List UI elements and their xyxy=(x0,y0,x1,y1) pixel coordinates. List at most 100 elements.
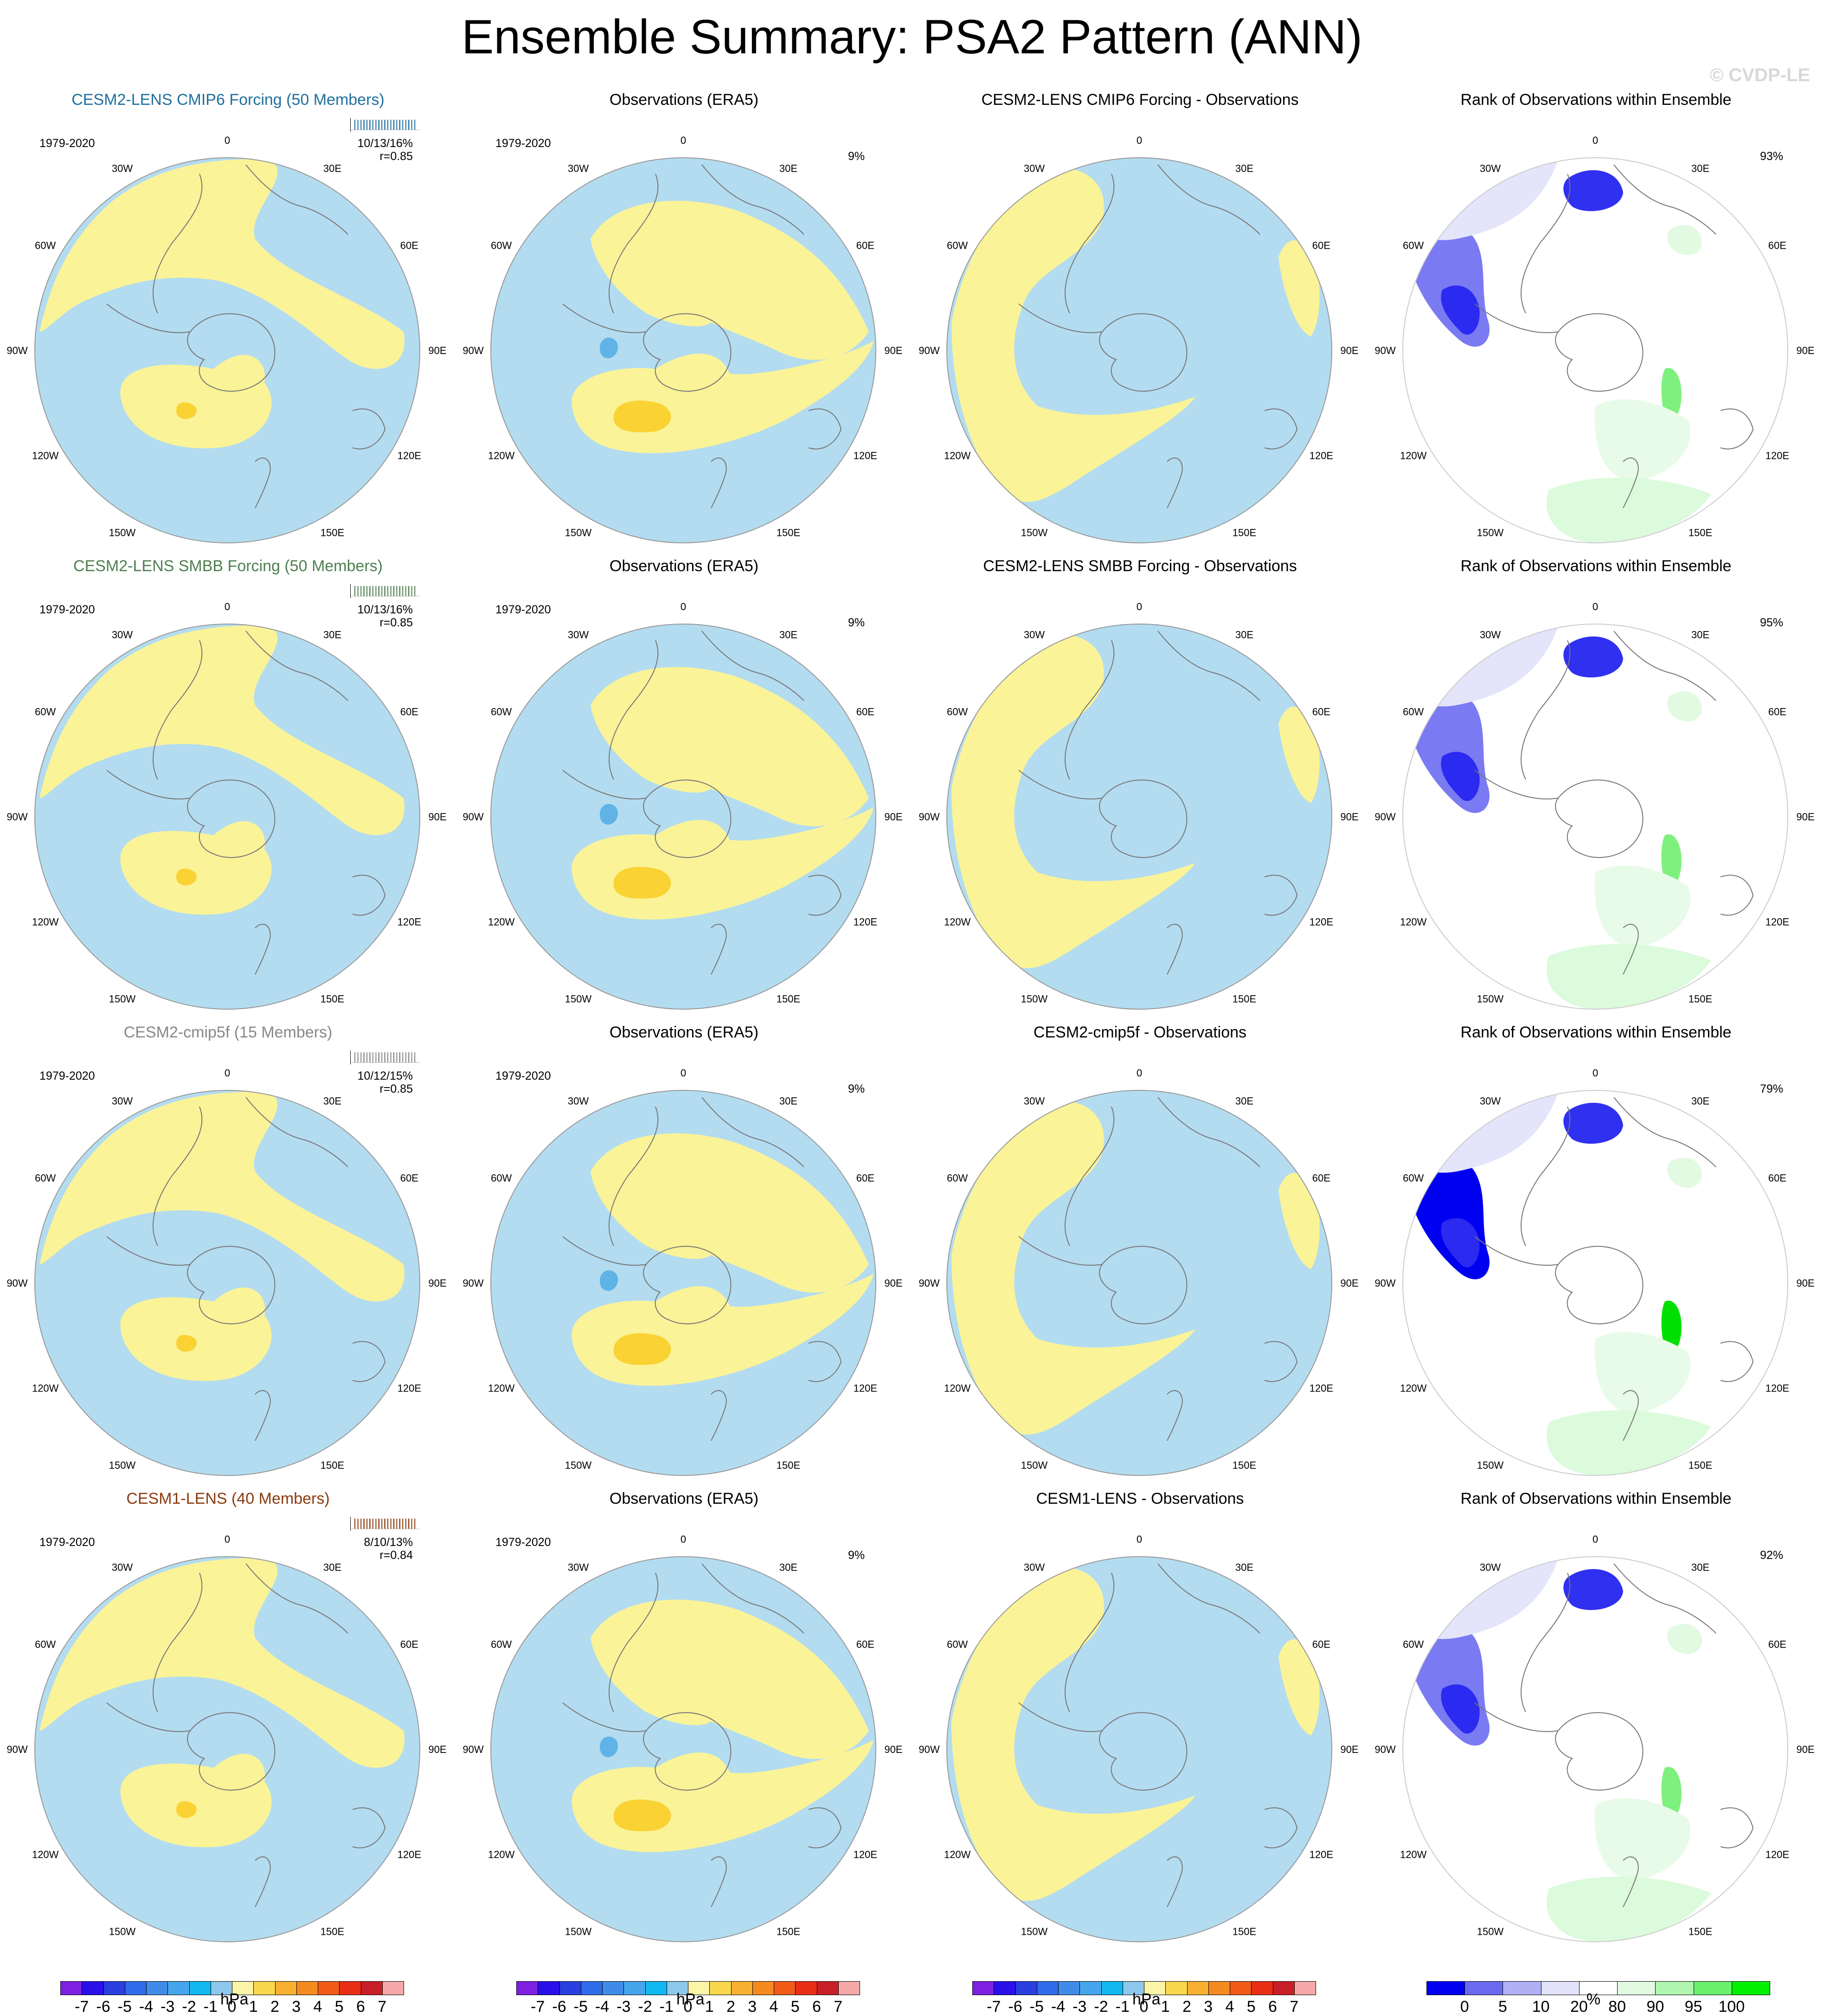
strong-negative-region xyxy=(600,804,618,825)
longitude-label: 120E xyxy=(854,1383,877,1394)
longitude-label: 90E xyxy=(884,1744,902,1755)
colorbar-swatch xyxy=(1426,1981,1465,1995)
coastline xyxy=(1521,1106,1571,1246)
map-boundary xyxy=(1402,1556,1788,1942)
panel-diff: CESM1-LENS - Observations 0 30E 60E 90E 120E 1… xyxy=(912,1489,1368,1956)
longitude-label: 150E xyxy=(1689,993,1712,1005)
coastline xyxy=(609,1106,659,1246)
coastline xyxy=(1613,631,1716,701)
rank-low-region xyxy=(1441,285,1480,335)
polar-map: 0 30E 60E 90E 120E 150E 180 150W 120W 90W 60W 30W xyxy=(918,135,1358,557)
longitude-label: 120W xyxy=(488,450,515,462)
rank-high-region xyxy=(1661,368,1682,420)
longitude-label: 30W xyxy=(1480,629,1501,641)
coastline xyxy=(1264,1807,1298,1849)
longitude-label: 90E xyxy=(1796,1277,1814,1289)
longitude-label: 60E xyxy=(856,1639,874,1650)
longitude-label: 150E xyxy=(321,993,344,1005)
longitude-label: 90E xyxy=(1796,345,1814,356)
panel-diff: CESM2-LENS SMBB Forcing - Observations 0 3… xyxy=(912,557,1368,1023)
coastline xyxy=(352,875,386,916)
longitude-label: 150W xyxy=(1021,993,1048,1005)
longitude-label: 30W xyxy=(1024,163,1045,174)
colorbar-swatch xyxy=(60,1981,83,1995)
stats-correlation: r=0.85 xyxy=(379,150,413,163)
longitude-label: 60E xyxy=(1768,706,1786,718)
coastline xyxy=(106,1236,191,1266)
coastline xyxy=(1167,1390,1183,1441)
longitude-label: 90E xyxy=(428,1744,446,1755)
ensemble-stats: 10/12/15% r=0.85 xyxy=(325,1069,413,1095)
colorbar-swatch xyxy=(318,1981,340,1995)
variance-percent: 9% xyxy=(848,1549,865,1562)
map-boundary xyxy=(946,1090,1332,1476)
longitude-label: 120W xyxy=(32,1849,59,1861)
longitude-label: 60E xyxy=(400,1639,418,1650)
coastline xyxy=(1065,1106,1115,1246)
period-label: 1979-2020 xyxy=(495,603,551,616)
longitude-label: 60W xyxy=(1403,1639,1424,1650)
positive-region xyxy=(120,1753,272,1848)
longitude-label: 30E xyxy=(323,629,341,641)
period-label: 1979-2020 xyxy=(39,603,95,616)
variance-percent: 92% xyxy=(1760,1549,1784,1562)
coastline xyxy=(643,1246,732,1325)
rank-high-region xyxy=(1661,1767,1682,1819)
coastline xyxy=(1623,457,1639,509)
coastline xyxy=(1474,770,1559,799)
coastline xyxy=(711,1390,727,1441)
colorbar-swatch xyxy=(1464,1981,1503,1995)
coastline xyxy=(609,174,659,314)
map-boundary xyxy=(490,157,876,543)
polar-map: 0 30E 60E 90E 120E 150E 180 150W 120W 90W 60W 30W xyxy=(1374,1533,1814,1956)
colorbar-swatch xyxy=(774,1981,796,1995)
longitude-label: 60W xyxy=(1403,240,1424,251)
panel-rank: Rank of Observations within Ensemble 93% 0… xyxy=(1368,90,1824,557)
member-stripes xyxy=(350,584,420,598)
variance-percent: 9% xyxy=(848,1082,865,1095)
longitude-label: 30W xyxy=(1480,1562,1501,1573)
polar-map: 0 30E 60E 90E 120E 150E 180 150W 120W 90W 60W 30W xyxy=(1374,135,1814,557)
longitude-label: 180 xyxy=(1587,1021,1604,1023)
coastline xyxy=(1521,1572,1571,1713)
longitude-label: 180 xyxy=(1587,1488,1604,1489)
rank-high-region xyxy=(1661,834,1682,886)
longitude-label: 120E xyxy=(854,1849,877,1861)
coastline xyxy=(1521,174,1571,314)
longitude-label: 60E xyxy=(1312,1639,1330,1650)
longitude-label: 60W xyxy=(491,706,512,718)
map-boundary xyxy=(1402,1090,1788,1476)
colorbar-swatch xyxy=(360,1981,383,1995)
colorbar-unit: hPa xyxy=(220,1990,249,2008)
colorbar-tick-label: 95 xyxy=(1684,1998,1702,2016)
longitude-label: 90E xyxy=(428,1277,446,1289)
longitude-label: 30E xyxy=(779,1095,797,1107)
coastline xyxy=(255,457,271,509)
strong-positive-region xyxy=(176,869,197,886)
longitude-label: 150W xyxy=(1021,1926,1048,1937)
longitude-label: 90W xyxy=(6,345,27,356)
longitude-label: 60W xyxy=(491,1639,512,1650)
coastline xyxy=(1474,1702,1559,1732)
longitude-label: 180 xyxy=(1131,1021,1148,1023)
colorbar-swatch xyxy=(795,1981,817,1995)
longitude-label: 150W xyxy=(109,993,136,1005)
coastline xyxy=(352,1341,386,1382)
strong-positive-region xyxy=(613,400,671,432)
longitude-label: 90E xyxy=(1340,1744,1358,1755)
colorbar-swatch xyxy=(1079,1981,1102,1995)
positive-region xyxy=(591,1599,869,1759)
coastline xyxy=(1623,1856,1639,1907)
coastline xyxy=(1720,875,1754,916)
positive-region xyxy=(39,1091,405,1301)
longitude-label: 90W xyxy=(1374,1277,1395,1289)
coastline xyxy=(711,1856,727,1907)
coastline xyxy=(1157,1097,1260,1167)
longitude-label: 120W xyxy=(32,1383,59,1394)
colorbar-swatch xyxy=(382,1981,404,1995)
longitude-label: 90W xyxy=(918,1277,939,1289)
longitude-label: 0 xyxy=(1593,135,1598,146)
longitude-label: 120E xyxy=(1310,916,1333,928)
colorbar-swatch xyxy=(994,1981,1016,1995)
period-label: 1979-2020 xyxy=(39,1069,95,1082)
